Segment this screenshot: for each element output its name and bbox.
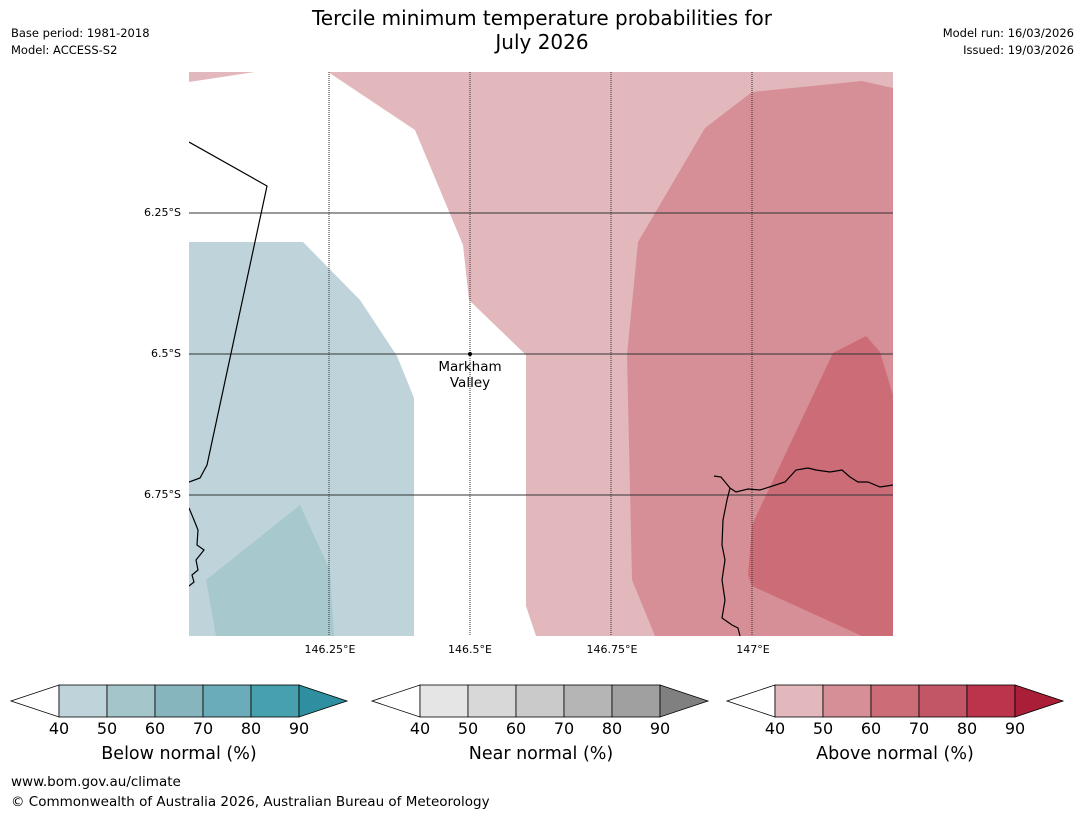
colorbar-tick-label: 40 — [409, 719, 431, 738]
map-title: Tercile minimum temperature probabilitie… — [242, 6, 842, 54]
colorbar-extend-low — [725, 684, 776, 718]
issued-date: Issued: 19/03/2026 — [963, 43, 1074, 57]
below-normal-50-60-region — [206, 505, 334, 636]
model-name: Model: ACCESS-S2 — [11, 43, 118, 57]
lon-label-146-75: 146.75°E — [586, 643, 638, 656]
graticule — [189, 212, 893, 496]
footer-copyright: © Commonwealth of Australia 2026, Austra… — [11, 794, 490, 810]
colorbar-segment — [250, 684, 300, 718]
lat-label-6-75: 6.75°S — [144, 488, 181, 501]
colorbar-segment — [822, 684, 872, 718]
model-run: Model run: 16/03/2026 — [942, 26, 1074, 40]
colorbar-segment — [419, 684, 469, 718]
place-label-line-2: Valley — [449, 375, 491, 391]
colorbar-tick-label: 40 — [764, 719, 786, 738]
lon-label-146-25: 146.25°E — [304, 643, 356, 656]
colorbar-tick-label: 40 — [48, 719, 70, 738]
colorbar-extend-low — [370, 684, 421, 718]
map-canvas — [189, 72, 893, 636]
colorbar-tick-label: 50 — [812, 719, 834, 738]
colorbar-segment — [154, 684, 204, 718]
colorbar-tick-label: 50 — [457, 719, 479, 738]
coastline-east — [713, 467, 893, 493]
meta-left: Base period: 1981-2018 Model: ACCESS-S2 — [11, 25, 150, 59]
colorbar-extend-low — [9, 684, 60, 718]
meta-right: Model run: 16/03/2026 Issued: 19/03/2026 — [943, 25, 1074, 59]
lat-label-6-5: 6.5°S — [151, 347, 181, 360]
lat-label-6-25: 6.25°S — [144, 206, 181, 219]
colorbar-tick-label: 70 — [553, 719, 575, 738]
colorbar-tick-label: 80 — [240, 719, 262, 738]
colorbar-extend-high — [298, 684, 349, 718]
markham-valley-point — [468, 352, 472, 356]
colorbar-tick-label: 50 — [96, 719, 118, 738]
colorbar-extend-high — [1014, 684, 1065, 718]
colorbar-segment — [58, 684, 108, 718]
colorbar-segment — [515, 684, 565, 718]
footer-url[interactable]: www.bom.gov.au/climate — [11, 774, 181, 790]
colorbar-segment — [106, 684, 156, 718]
title-line-1: Tercile minimum temperature probabilitie… — [311, 6, 773, 30]
colorbar-segment — [774, 684, 824, 718]
colorbar-segment — [966, 684, 1016, 718]
colorbar-segment — [467, 684, 517, 718]
colorbar-near-normal-label: Near normal (%) — [468, 744, 614, 764]
colorbar-tick-label: 60 — [860, 719, 882, 738]
colorbar-below-normal-label: Below normal (%) — [101, 744, 257, 764]
colorbar-below-normal — [9, 684, 349, 718]
colorbar-tick-label: 60 — [144, 719, 166, 738]
colorbar-near-normal — [370, 684, 710, 718]
title-line-2: July 2026 — [495, 30, 589, 54]
colorbar-tick-label: 80 — [601, 719, 623, 738]
colorbar-segment — [870, 684, 920, 718]
colorbar-tick-label: 80 — [956, 719, 978, 738]
colorbar-above-normal-label: Above normal (%) — [816, 744, 974, 764]
border-line — [189, 141, 268, 483]
colorbar-segment — [611, 684, 661, 718]
colorbars-svg — [9, 684, 1065, 718]
colorbar-above-normal — [725, 684, 1065, 718]
colorbar-extend-high — [659, 684, 710, 718]
colorbar-tick-label: 70 — [192, 719, 214, 738]
coastline-river — [721, 487, 741, 636]
above-normal-40-50-region — [189, 72, 255, 82]
below-normal-40-50-region — [189, 242, 414, 636]
colorbar-tick-label: 90 — [288, 719, 310, 738]
coastline-west — [189, 507, 205, 587]
colorbar-tick-label: 90 — [1004, 719, 1026, 738]
colorbar-segment — [202, 684, 252, 718]
place-label-line-1: Markham — [438, 359, 502, 375]
lon-label-146-5: 146.5°E — [448, 643, 492, 656]
colorbar-segment — [918, 684, 968, 718]
colorbar-tick-label: 70 — [908, 719, 930, 738]
colorbar-tick-label: 90 — [649, 719, 671, 738]
above-normal-60-70-region — [748, 336, 893, 636]
place-label-markham-valley: Markham Valley — [420, 359, 520, 391]
colorbar-tick-label: 60 — [505, 719, 527, 738]
colorbar-segment — [563, 684, 613, 718]
base-period: Base period: 1981-2018 — [11, 26, 150, 40]
lon-label-147: 147°E — [736, 643, 770, 656]
